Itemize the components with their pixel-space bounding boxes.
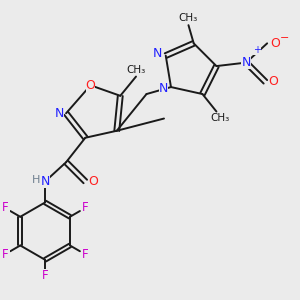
Text: CH₃: CH₃ [179, 13, 198, 23]
Text: O: O [88, 175, 98, 188]
Text: N: N [159, 82, 168, 95]
Text: F: F [42, 268, 48, 282]
Text: CH₃: CH₃ [210, 113, 230, 123]
Text: CH₃: CH₃ [126, 64, 146, 75]
Text: N: N [152, 47, 162, 60]
Text: F: F [2, 201, 8, 214]
Text: N: N [40, 175, 50, 188]
Text: O: O [85, 79, 95, 92]
Text: −: − [280, 33, 289, 43]
Text: H: H [32, 175, 41, 185]
Text: F: F [2, 248, 8, 261]
Text: +: + [253, 45, 261, 55]
Text: F: F [82, 201, 88, 214]
Text: O: O [270, 37, 280, 50]
Text: N: N [55, 107, 64, 120]
Text: F: F [82, 248, 88, 261]
Text: O: O [268, 75, 278, 88]
Text: N: N [242, 56, 251, 69]
